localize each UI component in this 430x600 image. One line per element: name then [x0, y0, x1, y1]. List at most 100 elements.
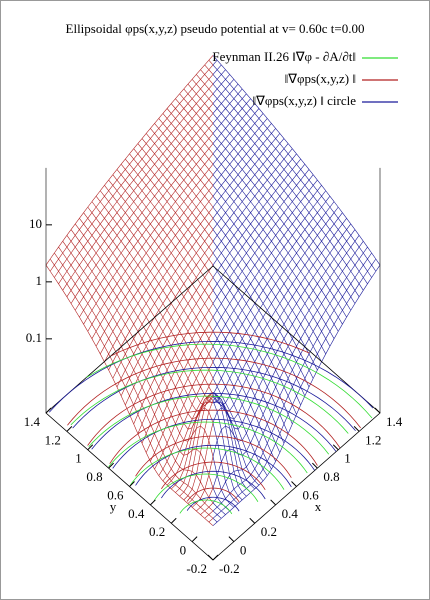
mesh-line [187, 485, 193, 490]
mesh-line [308, 331, 314, 339]
mesh-line [166, 169, 172, 175]
mesh-line [221, 481, 226, 491]
mesh-line [329, 271, 335, 278]
mesh-line [233, 435, 239, 442]
mesh-line [162, 113, 168, 119]
mesh-line [346, 310, 352, 318]
mesh-line [237, 223, 243, 230]
mesh-line [329, 324, 335, 332]
mesh-line [321, 303, 326, 311]
mesh-line [354, 252, 360, 260]
mesh-line [162, 277, 168, 285]
contour [186, 487, 240, 503]
mesh-line [267, 218, 272, 225]
mesh-line [300, 246, 306, 254]
mesh-line [166, 452, 172, 462]
mesh-line [254, 212, 260, 219]
mesh-line [250, 138, 255, 144]
mesh-line [112, 190, 118, 197]
mesh-line [283, 353, 289, 362]
mesh-line [275, 179, 281, 186]
mesh-line [304, 258, 310, 266]
mesh-line [233, 324, 239, 332]
mesh-line [267, 258, 272, 266]
mesh-line [346, 296, 352, 304]
mesh-line [287, 316, 293, 325]
mesh-line [204, 79, 210, 85]
mesh-line [254, 174, 260, 181]
mesh-line [171, 201, 176, 208]
mesh-line [216, 98, 222, 104]
mesh-line [108, 212, 114, 219]
mesh-line [162, 235, 168, 242]
mesh-line [271, 123, 276, 129]
mesh-line [129, 158, 134, 165]
mesh-line [183, 485, 189, 493]
mesh-line [296, 201, 301, 208]
mesh-line [292, 218, 297, 225]
mesh-line [267, 310, 272, 318]
mesh-line [145, 283, 151, 291]
mesh-line [83, 271, 88, 278]
mesh-line [271, 218, 276, 225]
mesh-line [300, 353, 306, 362]
mesh-line [125, 346, 130, 355]
mesh-line [262, 346, 268, 355]
mesh-line [246, 271, 251, 278]
mesh-line [91, 240, 97, 248]
mesh-line [246, 290, 251, 297]
mesh-line [258, 123, 264, 129]
mesh-line [246, 442, 251, 452]
mesh-line [283, 169, 289, 175]
mesh-line [329, 201, 335, 208]
mesh-line [150, 395, 155, 406]
mesh-line [258, 303, 264, 311]
mesh-line [342, 310, 347, 318]
mesh-line [271, 164, 276, 170]
mesh-line [296, 324, 301, 332]
mesh-line [166, 252, 172, 260]
mesh-line [317, 212, 322, 219]
mesh-line [95, 290, 101, 297]
mesh-line [200, 235, 205, 242]
mesh-line [175, 442, 180, 452]
mesh-line [283, 258, 289, 266]
mesh-line [133, 386, 139, 396]
mesh-line [171, 252, 176, 260]
mesh-line [196, 108, 201, 114]
mesh-line [275, 195, 281, 202]
mesh-line [125, 283, 130, 291]
mesh-line [162, 218, 168, 225]
mesh-line [241, 118, 247, 124]
mesh-line [137, 212, 143, 219]
mesh-line [221, 93, 226, 99]
mesh-line [254, 223, 260, 230]
mesh-line [271, 252, 276, 260]
mesh-line [66, 246, 72, 254]
mesh-line [116, 185, 122, 191]
mesh-line [200, 108, 205, 114]
mesh-line [254, 353, 260, 362]
mesh-line [275, 212, 281, 219]
mesh-line [229, 153, 235, 160]
mesh-line [279, 395, 285, 406]
mesh-line [200, 316, 205, 325]
mesh-line [179, 108, 185, 114]
mesh-line [183, 93, 189, 99]
mesh-line [287, 404, 293, 415]
mesh-line [271, 277, 276, 285]
mesh-line [233, 413, 239, 420]
mesh-line [145, 246, 151, 254]
mesh-line [233, 169, 239, 175]
mesh-line [196, 235, 201, 242]
mesh-line [87, 277, 93, 285]
mesh-line [183, 143, 189, 149]
mesh-line [279, 143, 285, 149]
mesh-line [216, 103, 222, 109]
mesh-line [196, 74, 201, 80]
mesh-line [237, 331, 243, 339]
mesh-line [296, 316, 301, 325]
x-tick-label: 0.6 [303, 487, 320, 502]
mesh-line [275, 174, 281, 181]
mesh-line [187, 296, 193, 304]
